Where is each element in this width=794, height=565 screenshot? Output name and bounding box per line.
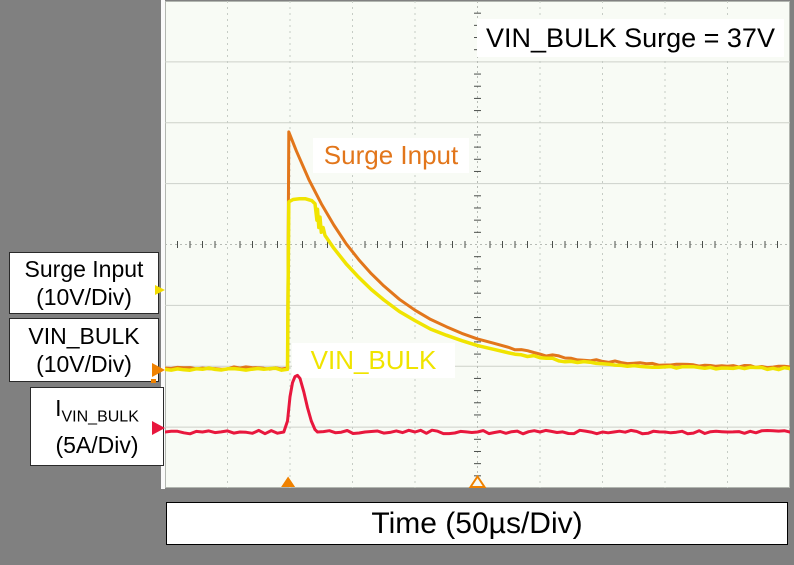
- time-axis-label: Time (50µs/Div): [166, 502, 788, 545]
- trace-label-surge-input: Surge Input: [323, 140, 459, 170]
- channel-scale: (10V/Div): [36, 284, 132, 310]
- panel-left-strip: [161, 0, 165, 489]
- channel-label-i-vin-bulk: IVIN_BULK (5A/Div): [30, 387, 164, 466]
- channel-name: Surge Input: [24, 256, 144, 282]
- oscilloscope-plot: [165, 1, 790, 488]
- channel-label-surge-input: Surge Input (10V/Div): [9, 252, 159, 314]
- channel-marker-dot: [151, 378, 156, 383]
- surge-value-annotation: VIN_BULK Surge = 37V: [477, 19, 784, 57]
- channel-marker-arrow: [152, 362, 168, 377]
- channel-name: VIN_BULK: [28, 323, 140, 349]
- channel-marker-arrow: [155, 284, 168, 295]
- channel-label-vin-bulk: VIN_BULK (10V/Div): [9, 318, 159, 382]
- channel-scale: (5A/Div): [55, 432, 139, 459]
- channel-name: IVIN_BULK: [55, 394, 139, 426]
- channel-scale: (10V/Div): [36, 351, 132, 377]
- channel-marker-arrow: [152, 421, 168, 436]
- trace-label-vin-bulk: VIN_BULK: [310, 345, 437, 375]
